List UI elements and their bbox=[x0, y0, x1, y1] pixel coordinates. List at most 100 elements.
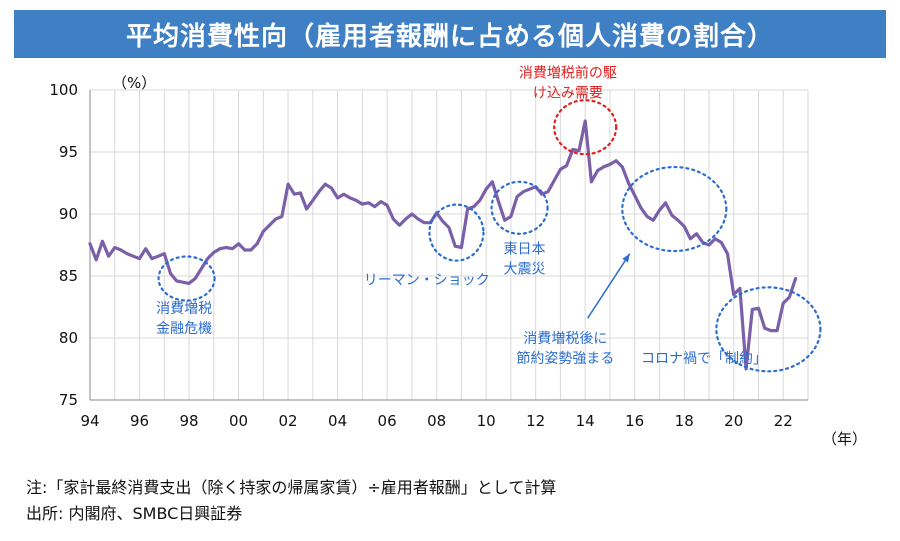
data-point bbox=[336, 196, 339, 200]
annotation-label-1998: 金融危機 bbox=[156, 321, 212, 337]
annotation-circle-lehman bbox=[428, 203, 485, 262]
data-point bbox=[621, 165, 624, 169]
data-point bbox=[212, 251, 215, 254]
data-point bbox=[460, 246, 463, 249]
data-point bbox=[94, 258, 98, 262]
x-tick-label: 96 bbox=[130, 412, 149, 430]
annotation-label-lehman: リーマン・ショック bbox=[364, 273, 490, 289]
data-point bbox=[466, 207, 469, 211]
data-point bbox=[119, 248, 123, 252]
annotation-arrow bbox=[587, 253, 631, 319]
data-point bbox=[707, 243, 711, 247]
annotation-arrowhead bbox=[622, 253, 630, 263]
x-tick-label: 94 bbox=[80, 412, 99, 430]
data-point bbox=[125, 252, 129, 255]
data-point bbox=[794, 277, 797, 280]
data-point bbox=[132, 254, 135, 258]
footnote: 注:「家計最終消費支出（除く持家の帰属家賃）÷雇用者報酬」として計算 bbox=[26, 478, 557, 497]
data-point bbox=[317, 190, 321, 193]
data-point bbox=[88, 242, 92, 245]
x-tick-label: 14 bbox=[576, 412, 595, 430]
data-point bbox=[720, 241, 723, 244]
data-point bbox=[713, 237, 717, 240]
data-point bbox=[645, 215, 649, 218]
data-point bbox=[658, 209, 661, 212]
data-point bbox=[138, 257, 141, 260]
data-point bbox=[398, 223, 401, 227]
y-axis-unit: （%） bbox=[112, 74, 156, 92]
data-point bbox=[194, 277, 197, 280]
data-point bbox=[187, 282, 191, 285]
x-tick-label: 20 bbox=[724, 412, 743, 430]
x-tick-label: 12 bbox=[526, 412, 545, 430]
data-point bbox=[639, 206, 643, 209]
data-point bbox=[410, 212, 414, 216]
data-point bbox=[726, 252, 729, 255]
y-tick-label: 85 bbox=[59, 267, 78, 285]
y-tick-label: 90 bbox=[59, 205, 78, 223]
data-point bbox=[311, 199, 315, 202]
x-tick-label: 16 bbox=[625, 412, 644, 430]
data-point bbox=[453, 245, 457, 248]
data-point bbox=[540, 192, 544, 196]
annotation-label-quake: 大震災 bbox=[504, 262, 546, 278]
data-point bbox=[769, 329, 773, 332]
data-point bbox=[565, 164, 568, 167]
data-point bbox=[751, 308, 754, 311]
data-point bbox=[763, 326, 766, 330]
data-point bbox=[509, 215, 513, 218]
data-point bbox=[484, 188, 488, 191]
data-point bbox=[614, 159, 618, 162]
data-point bbox=[577, 149, 581, 152]
data-point bbox=[200, 267, 203, 270]
data-point bbox=[280, 215, 284, 218]
annotation-label-covid: コロナ禍で「制約」 bbox=[641, 351, 767, 367]
data-point bbox=[608, 163, 612, 166]
data-point bbox=[169, 272, 172, 275]
annotation-circle-covid bbox=[715, 286, 822, 373]
data-point bbox=[423, 221, 426, 224]
data-point bbox=[596, 169, 599, 172]
data-point bbox=[293, 192, 296, 196]
x-tick-label: 18 bbox=[675, 412, 694, 430]
data-point bbox=[231, 247, 234, 250]
data-point bbox=[262, 230, 265, 233]
data-point bbox=[528, 188, 531, 191]
y-tick-label: 75 bbox=[59, 391, 78, 409]
chart-title-bar: 平均消費性向（雇用者報酬に占める個人消費の割合） bbox=[14, 10, 886, 58]
x-tick-label: 10 bbox=[477, 412, 496, 430]
data-point bbox=[268, 223, 271, 227]
data-point bbox=[181, 281, 185, 284]
y-tick-label: 95 bbox=[59, 143, 78, 161]
data-point bbox=[305, 207, 308, 211]
data-point bbox=[738, 287, 742, 290]
y-tick-labels: 75 80 85 90 95 100 bbox=[49, 81, 78, 409]
data-point bbox=[243, 248, 246, 252]
data-point bbox=[627, 181, 630, 185]
annotation-label-posthike: 節約姿勢強まる bbox=[516, 350, 614, 367]
data-point bbox=[361, 202, 364, 206]
data-point bbox=[503, 219, 506, 222]
x-tick-label: 06 bbox=[378, 412, 397, 430]
data-point bbox=[590, 180, 593, 183]
data-point bbox=[324, 183, 327, 186]
x-tick-label: 00 bbox=[229, 412, 248, 430]
data-point bbox=[150, 257, 154, 260]
data-point bbox=[175, 279, 178, 283]
data-point bbox=[491, 180, 494, 183]
data-point bbox=[237, 242, 240, 245]
data-point bbox=[354, 199, 358, 202]
data-point bbox=[249, 248, 253, 252]
data-point bbox=[583, 119, 587, 123]
data-point bbox=[732, 293, 735, 296]
data-point bbox=[392, 217, 395, 221]
data-point bbox=[775, 329, 779, 332]
data-point bbox=[553, 179, 556, 182]
annotation-label-prehike: け込み需要 bbox=[533, 86, 603, 102]
annotation-circle-posthike bbox=[621, 165, 728, 253]
data-point bbox=[689, 237, 692, 240]
data-point bbox=[348, 196, 352, 200]
data-point bbox=[559, 168, 562, 171]
data-point bbox=[472, 205, 475, 208]
